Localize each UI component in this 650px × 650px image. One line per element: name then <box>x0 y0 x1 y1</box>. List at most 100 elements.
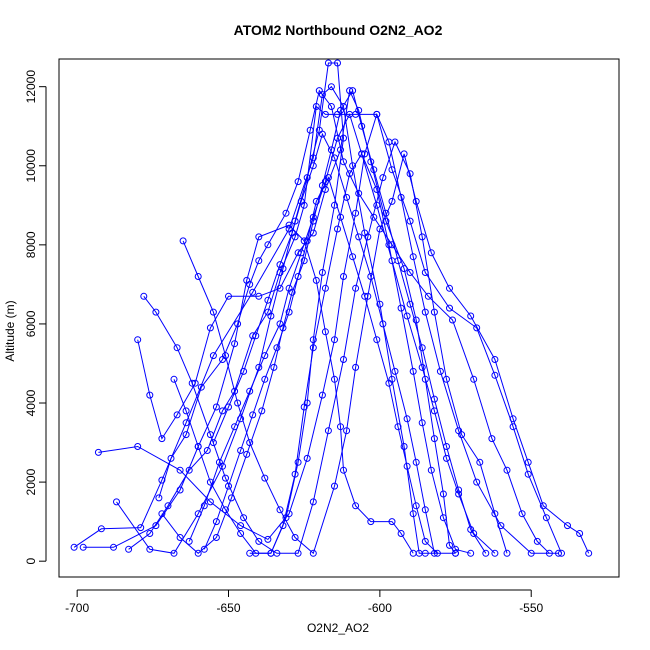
data-point <box>315 87 323 95</box>
data-point <box>309 498 317 506</box>
data-point <box>394 423 402 431</box>
data-point <box>382 217 390 225</box>
data-point <box>170 549 178 557</box>
data-point <box>418 363 426 371</box>
data-point <box>476 458 484 466</box>
data-point <box>176 466 184 474</box>
data-point <box>545 549 553 557</box>
data-point <box>337 146 344 154</box>
data-point <box>209 352 217 360</box>
data-point <box>349 253 357 261</box>
data-point <box>446 284 453 292</box>
data-point <box>179 237 187 245</box>
data-point <box>276 284 284 292</box>
data-point <box>282 514 290 522</box>
data-point <box>194 549 202 557</box>
data-point <box>331 154 338 162</box>
data-point <box>427 466 435 474</box>
data-point <box>309 344 317 352</box>
data-point <box>340 158 347 166</box>
data-point <box>337 106 344 114</box>
data-point <box>355 233 363 241</box>
data-point <box>318 391 326 399</box>
data-point <box>212 403 220 411</box>
data-point <box>291 534 299 541</box>
data-point <box>385 379 393 387</box>
data-point <box>219 356 226 363</box>
data-point <box>252 549 260 557</box>
data-point <box>318 130 326 138</box>
data-point <box>94 448 102 456</box>
data-point <box>321 110 329 118</box>
data-point <box>334 59 341 67</box>
data-point <box>194 510 202 518</box>
data-point <box>446 304 453 312</box>
data-point <box>527 549 535 557</box>
data-point <box>379 320 387 328</box>
data-point <box>503 466 511 474</box>
data-point <box>470 375 478 383</box>
data-point <box>237 522 245 530</box>
data-point <box>421 506 429 514</box>
y-tick-label: 12000 <box>24 70 38 104</box>
data-point <box>303 174 311 182</box>
data-point <box>343 427 351 435</box>
x-tick-label: -650 <box>216 601 240 615</box>
data-point <box>164 502 172 510</box>
data-point <box>297 197 305 205</box>
data-point <box>324 174 332 182</box>
series-line <box>182 153 590 555</box>
data-point <box>288 288 296 296</box>
data-point <box>334 134 341 142</box>
series-line <box>143 140 508 554</box>
data-point <box>285 221 293 229</box>
data-point <box>261 474 269 482</box>
data-point <box>349 162 357 170</box>
data-point <box>279 324 287 332</box>
data-point <box>303 237 311 245</box>
series-line <box>212 132 435 554</box>
data-point <box>503 549 511 557</box>
data-point <box>370 166 378 174</box>
data-point <box>288 229 296 237</box>
data-point <box>488 435 496 443</box>
data-point <box>455 486 463 494</box>
data-point <box>388 197 396 205</box>
data-point <box>261 375 269 383</box>
data-point <box>249 411 257 419</box>
data-point <box>367 273 375 280</box>
x-axis-label: O2N2_AO2 <box>307 621 369 635</box>
data-point <box>585 549 593 557</box>
data-point <box>255 292 263 300</box>
data-point <box>249 288 257 296</box>
data-point <box>539 502 547 510</box>
data-point <box>176 534 184 541</box>
data-point <box>194 443 202 450</box>
data-point <box>385 241 393 249</box>
data-point <box>331 201 338 209</box>
data-point <box>70 543 78 551</box>
data-point <box>170 375 178 383</box>
data-point <box>337 213 344 221</box>
data-point <box>388 241 396 249</box>
data-point <box>406 217 414 225</box>
data-point <box>294 273 302 280</box>
data-point <box>473 324 481 332</box>
data-point <box>439 514 447 522</box>
data-point <box>482 549 490 557</box>
data-point <box>373 336 381 344</box>
data-point <box>318 182 326 189</box>
data-point <box>473 478 481 486</box>
data-point <box>491 371 499 379</box>
data-point <box>185 466 193 474</box>
data-point <box>524 470 532 478</box>
data-point <box>443 454 450 462</box>
data-point <box>158 510 166 518</box>
data-point <box>346 87 354 95</box>
data-point <box>418 344 426 352</box>
data-point <box>228 494 235 502</box>
data-point <box>303 454 311 462</box>
data-point <box>373 186 381 193</box>
data-point <box>264 308 272 316</box>
